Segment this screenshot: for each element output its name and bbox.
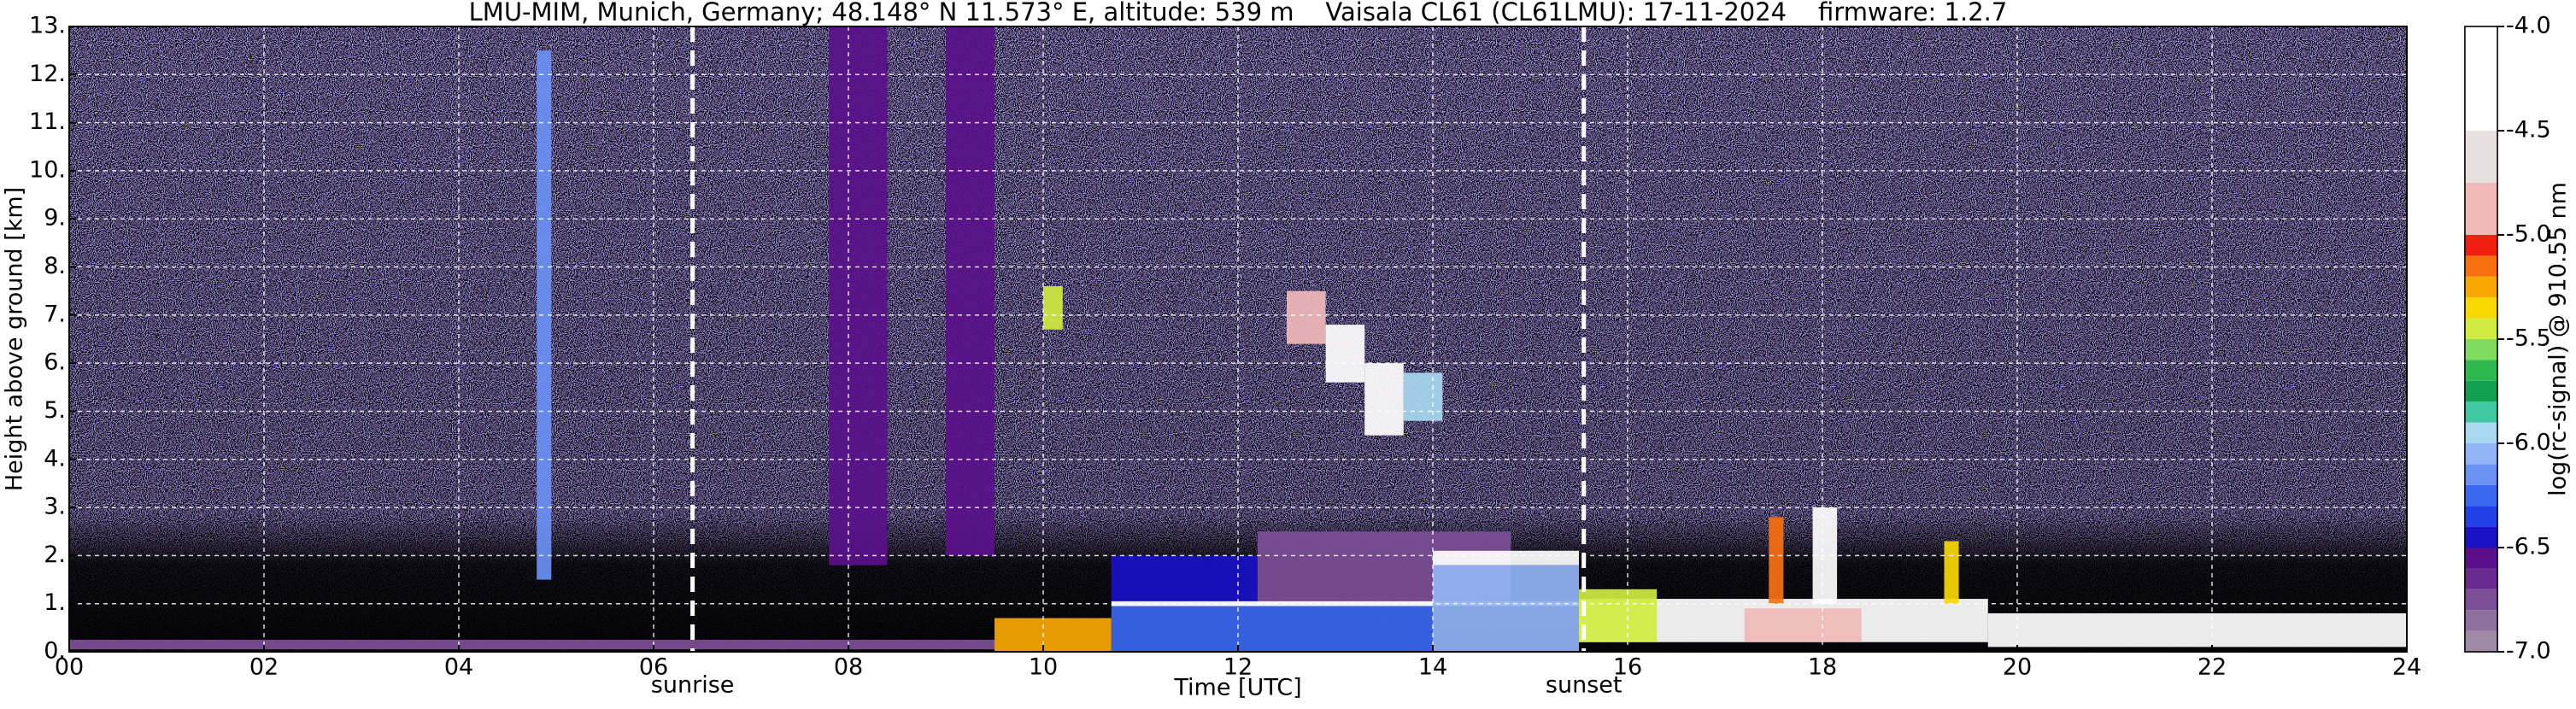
colorbar-tick-label: -4.5 xyxy=(2506,117,2551,144)
signal-region xyxy=(1769,517,1784,604)
signal-region xyxy=(1579,589,1658,642)
x-tick-label: 04 xyxy=(444,654,473,681)
signal-region xyxy=(1111,555,1258,604)
colorbar-band xyxy=(2465,380,2497,402)
signal-region xyxy=(1987,612,2407,647)
colorbar-tick-label: -6.5 xyxy=(2506,534,2551,560)
x-tick-label: 18 xyxy=(1808,654,1837,681)
signal-region xyxy=(1364,363,1404,436)
y-tick-label: 9. xyxy=(44,205,66,231)
colorbar-band xyxy=(2465,610,2497,631)
x-tick-label: 16 xyxy=(1613,654,1642,681)
annotation-label: sunrise xyxy=(651,672,735,699)
colorbar-band xyxy=(2465,131,2497,183)
signal-region xyxy=(1433,565,1579,652)
colorbar-band xyxy=(2465,297,2497,319)
colorbar-band xyxy=(2465,339,2497,360)
y-tick-label: 1. xyxy=(44,589,66,616)
y-tick-label: 2. xyxy=(44,542,66,568)
signal-region xyxy=(995,618,1112,652)
x-tick-label: 22 xyxy=(2198,654,2227,681)
chart-title: LMU-MIM, Munich, Germany; 48.148° N 11.5… xyxy=(469,0,2008,26)
y-tick-label: 0. xyxy=(44,638,66,665)
colorbar-band xyxy=(2465,422,2497,443)
signal-region xyxy=(1433,550,1579,565)
signal-region xyxy=(1944,541,1959,604)
colorbar-band xyxy=(2465,401,2497,423)
colorbar-tick-label: -5.0 xyxy=(2506,221,2551,248)
x-axis-label: Time [UTC] xyxy=(1173,675,1301,701)
y-tick-label: 13. xyxy=(29,13,66,39)
y-tick-label: 6. xyxy=(44,349,66,376)
signal-region xyxy=(829,26,888,565)
colorbar-tick-label: -4.0 xyxy=(2506,13,2551,39)
signal-region xyxy=(1403,372,1443,421)
signal-region xyxy=(1287,290,1326,344)
colorbar-band xyxy=(2465,630,2497,652)
signal-region xyxy=(69,639,995,650)
y-tick-label: 7. xyxy=(44,301,66,327)
colorbar-band xyxy=(2465,235,2497,256)
colorbar-label: log(rc-signal) @ 910.55 nm xyxy=(2545,182,2572,496)
colorbar-band xyxy=(2465,276,2497,298)
signal-region xyxy=(1111,603,1433,652)
colorbar-band xyxy=(2465,183,2497,235)
y-tick-label: 8. xyxy=(44,253,66,279)
x-tick-label: 24 xyxy=(2392,654,2421,681)
colorbar-band xyxy=(2465,568,2497,589)
annotation-label: sunset xyxy=(1546,672,1622,699)
colorbar-tick-label: -5.5 xyxy=(2506,325,2551,352)
y-tick-label: 10. xyxy=(29,156,66,183)
colorbar-band xyxy=(2465,526,2497,548)
y-tick-label: 4. xyxy=(44,445,66,472)
colorbar-tick-label: -6.0 xyxy=(2506,430,2551,456)
signal-region xyxy=(1744,608,1862,642)
colorbar-band xyxy=(2465,443,2497,465)
y-axis-label: Height above ground [km] xyxy=(2,187,28,491)
colorbar-band xyxy=(2465,484,2497,507)
x-tick-label: 14 xyxy=(1418,654,1447,681)
colorbar-band xyxy=(2465,255,2497,277)
colorbar-band xyxy=(2465,589,2497,611)
x-tick-label: 20 xyxy=(2003,654,2032,681)
colorbar-band xyxy=(2465,548,2497,569)
colorbar-band xyxy=(2465,360,2497,381)
x-tick-label: 08 xyxy=(834,654,863,681)
y-tick-label: 11. xyxy=(29,108,66,135)
x-tick-label: 06 xyxy=(639,654,668,681)
x-tick-label: 10 xyxy=(1029,654,1058,681)
x-tick-label: 12 xyxy=(1223,654,1253,681)
y-tick-label: 12. xyxy=(29,61,66,87)
colorbar-tick-label: -7.0 xyxy=(2506,638,2551,665)
signal-region xyxy=(537,50,552,580)
y-tick-label: 3. xyxy=(44,494,66,520)
colorbar-band xyxy=(2465,506,2497,527)
y-tick-label: 5. xyxy=(44,397,66,424)
colorbar-band xyxy=(2465,318,2497,339)
x-tick-label: 02 xyxy=(249,654,279,681)
colorbar-band xyxy=(2465,26,2497,131)
x-tick-label: 00 xyxy=(55,654,84,681)
signal-region xyxy=(946,26,995,556)
signal-region xyxy=(1325,325,1365,383)
colorbar-band xyxy=(2465,464,2497,485)
signal-region xyxy=(1043,286,1063,330)
